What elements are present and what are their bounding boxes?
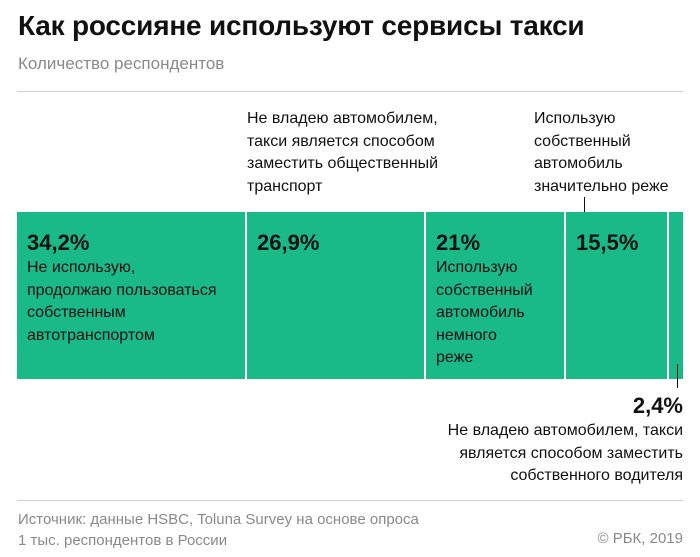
annotation-no-car-own-driver: Не владею автомобилем, такси является сп…	[447, 422, 683, 484]
stacked-bar: 34,2% Не использую, продолжаю пользоватьс…	[17, 212, 683, 379]
chart-subtitle: Количество респондентов	[18, 54, 225, 73]
value-label: 26,9%	[257, 230, 320, 255]
annotation-much-less-own-car: Использую собственный автомобиль значите…	[534, 110, 669, 195]
bottom-divider	[17, 500, 683, 501]
leader-line-top	[584, 197, 585, 212]
segment-not-use: 34,2% Не использую, продолжаю пользоватьс…	[17, 212, 245, 379]
top-divider	[17, 91, 683, 92]
category-label: Не использую, продолжаю пользоваться соб…	[27, 259, 217, 344]
source-note: Источник: данные HSBC, Toluna Survey на …	[18, 511, 419, 549]
value-label: 34,2%	[27, 230, 90, 255]
segment-own-driver	[667, 212, 683, 379]
copyright: © РБК, 2019	[597, 530, 683, 547]
segment-much-less: 15,5%	[564, 212, 667, 379]
value-label: 21%	[436, 230, 481, 255]
leader-line-bottom	[677, 364, 678, 388]
value-label: 15,5%	[576, 230, 639, 255]
annotation-no-car-public-transport: Не владею автомобилем, такси является сп…	[247, 110, 439, 195]
category-label: Использую собственный автомобиль немного…	[436, 259, 533, 366]
segment-no-car-public: 26,9%	[245, 212, 424, 379]
chart-title: Как россияне используют сервисы такси	[18, 10, 585, 41]
value-label-own-driver: 2,4%	[632, 393, 683, 418]
segment-slightly-less: 21% Использую собственный автомобиль немн…	[424, 212, 564, 379]
